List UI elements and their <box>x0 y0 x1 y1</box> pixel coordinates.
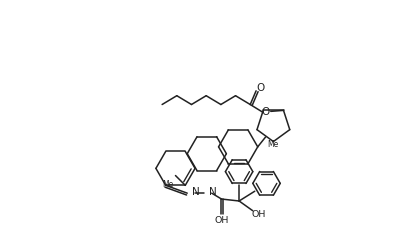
Text: N: N <box>209 187 217 197</box>
Text: N: N <box>192 187 200 197</box>
Text: O: O <box>262 107 270 117</box>
Text: OH: OH <box>251 210 266 219</box>
Text: Me: Me <box>268 140 279 149</box>
Text: Me: Me <box>162 180 173 189</box>
Text: OH: OH <box>214 216 228 225</box>
Text: O: O <box>257 83 265 93</box>
